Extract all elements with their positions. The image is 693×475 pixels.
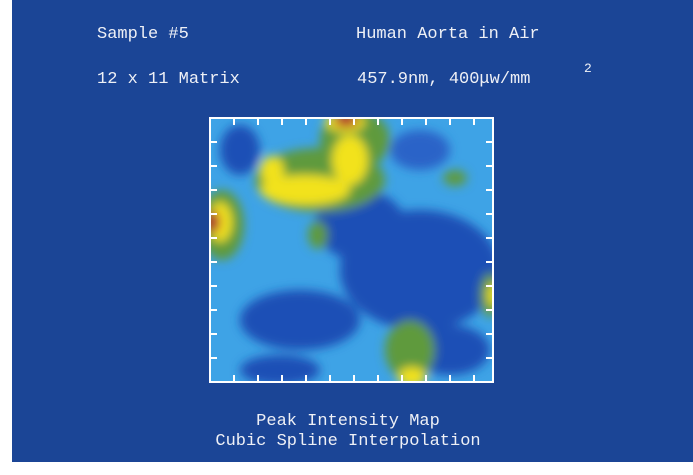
specimen-label: Human Aorta in Air — [356, 25, 540, 44]
sample-label: Sample #5 — [97, 25, 189, 44]
settings-superscript: 2 — [584, 61, 592, 76]
intensity-map — [200, 110, 500, 388]
footer-title: Peak Intensity Map — [256, 412, 440, 431]
screen: Sample #5 Human Aorta in Air 12 x 11 Mat… — [0, 0, 693, 475]
footer-subtitle: Cubic Spline Interpolation — [215, 432, 480, 451]
settings-label: 457.9nm, 400μw/mm — [357, 70, 530, 89]
matrix-label: 12 x 11 Matrix — [97, 70, 240, 89]
